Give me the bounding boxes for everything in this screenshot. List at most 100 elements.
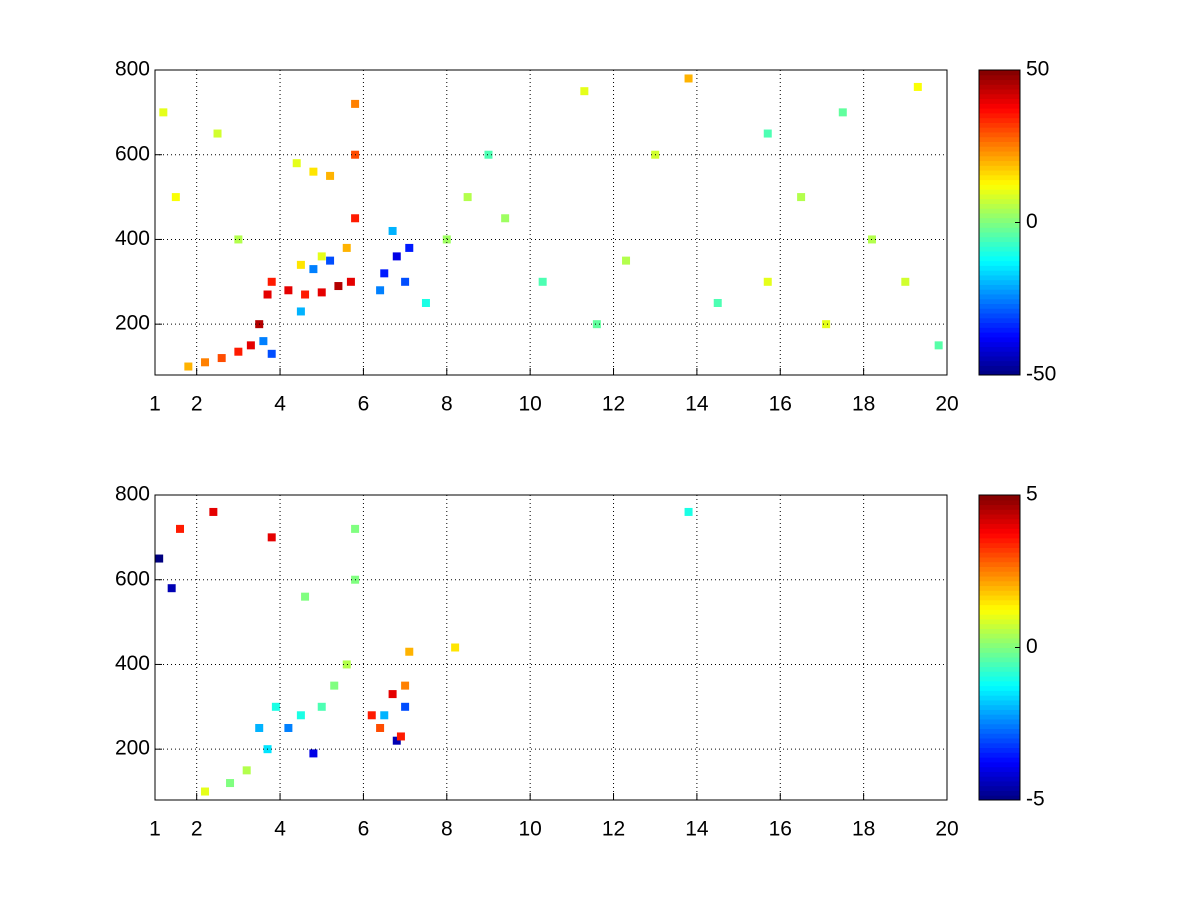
- heat-cell: [463, 193, 472, 202]
- colorbar-strip: [979, 284, 1020, 290]
- heat-cell: [367, 711, 376, 720]
- x-tick-label: 1: [149, 818, 161, 841]
- axes-box: [154, 494, 948, 801]
- colorbar-strip: [979, 84, 1020, 90]
- heat-cell: [296, 711, 305, 720]
- colorbar-tick-label: 0: [1026, 210, 1038, 233]
- colorbar-strip: [979, 251, 1020, 257]
- colorbar-strip: [979, 514, 1020, 520]
- y-tick-label: 200: [115, 737, 150, 760]
- colorbar-strip: [979, 747, 1020, 753]
- colorbar-strip: [979, 289, 1020, 295]
- heat-cell: [255, 723, 264, 732]
- heat-cell: [330, 681, 339, 690]
- colorbar-strip: [979, 212, 1020, 219]
- colorbar-strip: [979, 561, 1020, 567]
- colorbar-strip: [979, 523, 1020, 529]
- colorbar-strip: [979, 714, 1020, 720]
- heat-cell: [538, 277, 547, 286]
- colorbar-strip: [979, 699, 1020, 706]
- colorbar-strip: [979, 609, 1020, 615]
- colorbar-strip: [979, 246, 1020, 252]
- colorbar-strip: [979, 580, 1020, 587]
- colorbar-strip: [979, 547, 1020, 553]
- heat-cell: [442, 235, 451, 244]
- x-tick-label: 2: [191, 818, 203, 841]
- x-tick-label: 14: [685, 818, 709, 841]
- colorbar-strip: [979, 151, 1020, 157]
- colorbar-tick-label: 50: [1026, 58, 1049, 81]
- x-tick-label: 20: [935, 818, 958, 841]
- colorbar-strip: [979, 160, 1020, 166]
- colorbar-strip: [979, 108, 1020, 114]
- colorbar-strip: [979, 528, 1020, 534]
- colorbar-tick-label: 0: [1026, 635, 1038, 658]
- colorbar-strip: [979, 537, 1020, 544]
- heat-cell: [351, 214, 360, 223]
- heat-cell: [376, 723, 385, 732]
- colorbar-strip: [979, 93, 1020, 100]
- colorbar-strip: [979, 327, 1020, 333]
- heat-cell: [713, 298, 722, 307]
- colorbar-strip: [979, 136, 1020, 142]
- heat-cell: [622, 256, 631, 265]
- heat-cell: [342, 243, 351, 252]
- colorbar-strip: [979, 685, 1020, 691]
- colorbar-strip: [979, 293, 1020, 300]
- colorbar-strip: [979, 179, 1020, 185]
- heat-cell: [267, 533, 276, 542]
- colorbar-strip: [979, 504, 1020, 510]
- axes-box: [154, 69, 948, 376]
- colorbar-strip: [979, 127, 1020, 133]
- heat-cell: [259, 337, 268, 346]
- colorbar-strip: [979, 70, 1020, 76]
- colorbar-strip: [979, 495, 1020, 501]
- y-tick-label: 400: [115, 227, 150, 250]
- x-tick-label: 8: [441, 393, 453, 416]
- x-tick-label: 10: [518, 818, 541, 841]
- heat-cell: [296, 260, 305, 269]
- colorbar-tick-label: -50: [1026, 363, 1056, 386]
- x-tick-label: 14: [685, 393, 709, 416]
- colorbar-strip: [979, 628, 1020, 634]
- y-tick-label: 200: [115, 312, 150, 335]
- colorbar-strip: [979, 336, 1020, 343]
- x-tick-label: 12: [602, 393, 625, 416]
- heat-cell: [184, 362, 193, 371]
- x-tick-label: 12: [602, 818, 625, 841]
- heat-cell: [388, 690, 397, 699]
- colorbar-tick-label: 5: [1026, 483, 1038, 506]
- colorbar-strip: [979, 542, 1020, 548]
- heat-cell: [580, 87, 589, 96]
- colorbar-strip: [979, 771, 1020, 777]
- heat-cell: [822, 320, 831, 329]
- colorbar-tick-label: -5: [1026, 788, 1045, 811]
- x-tick-label: 20: [935, 393, 958, 416]
- colorbar-strip: [979, 198, 1020, 204]
- colorbar-strip: [979, 313, 1020, 319]
- x-tick-label: 6: [358, 393, 370, 416]
- heat-cell: [380, 269, 389, 278]
- colorbar-strip: [979, 265, 1020, 271]
- colorbar-strip: [979, 590, 1020, 596]
- colorbar-strip: [979, 666, 1020, 672]
- colorbar-strip: [979, 533, 1020, 539]
- heat-cell: [209, 507, 218, 516]
- x-tick-label: 4: [274, 393, 286, 416]
- heat-cell: [351, 524, 360, 533]
- heat-cell: [934, 341, 943, 350]
- colorbar-strip: [979, 298, 1020, 305]
- colorbar-strip: [979, 146, 1020, 152]
- colorbar-strip: [979, 355, 1020, 362]
- colorbar-strip: [979, 595, 1020, 601]
- colorbar-strip: [979, 89, 1020, 95]
- colorbar-strip: [979, 709, 1020, 715]
- colorbar-strip: [979, 117, 1020, 123]
- heat-cell: [376, 286, 385, 295]
- colorbar-strip: [979, 236, 1020, 243]
- colorbar-strip: [979, 499, 1020, 506]
- colorbar-strip: [979, 341, 1020, 347]
- heat-cell: [296, 307, 305, 316]
- heat-cell: [421, 298, 430, 307]
- x-tick-label: 16: [769, 393, 792, 416]
